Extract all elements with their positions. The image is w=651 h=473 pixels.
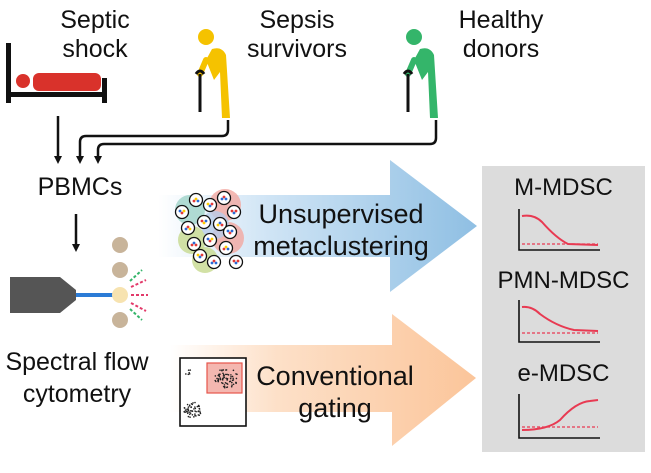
- pmn-mdsc-curve: [518, 300, 600, 343]
- e-mdsc-curve: [518, 394, 600, 439]
- gating-plot-icon: [179, 357, 247, 427]
- sepsis-survivors-line-1: Sepsis: [259, 6, 335, 34]
- conventional-line-1: Conventional: [256, 361, 414, 391]
- healthy-donors-line-2: donors: [462, 35, 540, 63]
- conventional-gating-label: Conventional gating: [250, 360, 420, 424]
- conventional-arrow: [170, 314, 476, 446]
- septic-shock-line-1: Septic: [60, 6, 130, 34]
- e-mdsc-label: e-MDSC: [517, 360, 610, 387]
- unsupervised-metaclustering-label: Unsupervised metaclustering: [250, 198, 432, 262]
- conventional-line-2: gating: [298, 393, 372, 423]
- results-panel: [482, 166, 645, 452]
- flow-cytometer-icon: [10, 237, 148, 328]
- metacluster-cells-icon: [174, 189, 244, 273]
- unsupervised-arrow: [158, 160, 477, 292]
- m-mdsc-curve: [518, 209, 600, 251]
- cytometry-line-2: cytometry: [22, 380, 132, 408]
- m-mdsc-label: M-MDSC: [514, 174, 613, 201]
- pmn-mdsc-label: PMN-MDSC: [497, 267, 630, 294]
- spectral-flow-cytometry-label: Spectral flow cytometry: [0, 346, 154, 410]
- hospital-bed-icon: [6, 43, 107, 103]
- sample-flow-arrows: [54, 116, 438, 252]
- healthy-donors-label: Healthy donors: [446, 6, 556, 64]
- septic-shock-line-2: shock: [62, 35, 128, 63]
- unsupervised-line-1: Unsupervised: [258, 199, 424, 229]
- sepsis-survivors-label: Sepsis survivors: [232, 6, 362, 64]
- cytometry-line-1: Spectral flow: [5, 348, 149, 376]
- healthy-donor-icon: [402, 29, 438, 118]
- septic-shock-label: Septic shock: [40, 6, 150, 64]
- sepsis-survivor-icon: [194, 29, 230, 118]
- healthy-donors-line-1: Healthy: [458, 6, 544, 34]
- unsupervised-line-2: metaclustering: [253, 231, 429, 261]
- pbmcs-label: PBMCs: [37, 173, 123, 201]
- sepsis-survivors-line-2: survivors: [246, 35, 347, 63]
